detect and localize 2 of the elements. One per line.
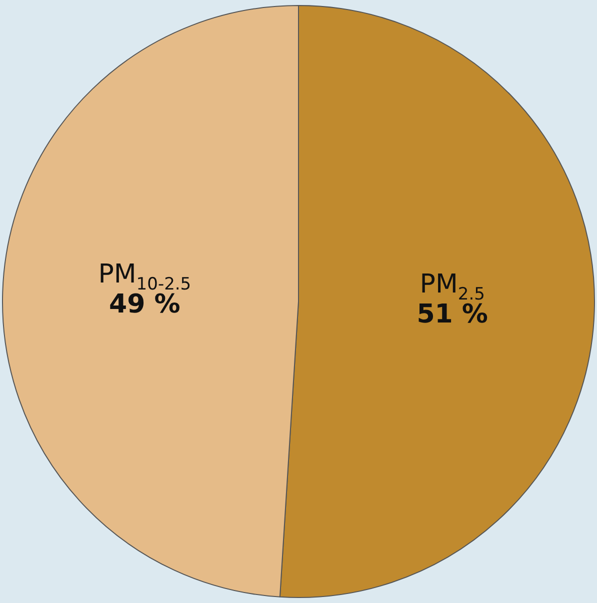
data-label: 51 %	[416, 299, 488, 330]
data-label: 49 %	[109, 290, 180, 320]
